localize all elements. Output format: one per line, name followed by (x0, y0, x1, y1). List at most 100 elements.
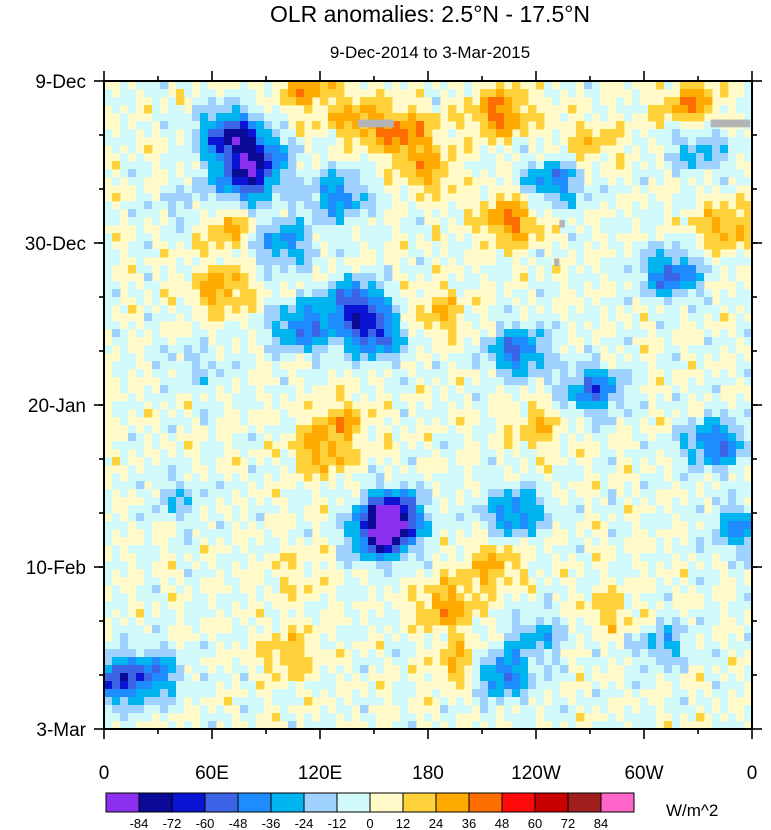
heatmap-cell (552, 473, 561, 482)
heatmap-cell (360, 193, 369, 202)
heatmap-cell (496, 561, 505, 570)
heatmap-cell (152, 649, 161, 658)
heatmap-cell (304, 537, 313, 546)
heatmap-cell (456, 705, 465, 714)
heatmap-cell (688, 513, 697, 522)
heatmap-cell (312, 601, 321, 610)
heatmap-cell (280, 185, 289, 194)
heatmap-cell (632, 97, 641, 106)
heatmap-cell (488, 721, 497, 730)
heatmap-cell (112, 289, 121, 298)
heatmap-cell (584, 273, 593, 282)
heatmap-cell (288, 681, 297, 690)
heatmap-cell (312, 257, 321, 266)
heatmap-cell (208, 305, 217, 314)
heatmap-cell (216, 561, 225, 570)
heatmap-cell (536, 361, 545, 370)
heatmap-cell (552, 641, 561, 650)
heatmap-cell (544, 609, 553, 618)
heatmap-cell (152, 369, 161, 378)
heatmap-cell (384, 105, 393, 114)
heatmap-cell (456, 473, 465, 482)
heatmap-cell (376, 193, 385, 202)
heatmap-cell (744, 369, 753, 378)
heatmap-cell (344, 361, 353, 370)
heatmap-cell (336, 225, 345, 234)
heatmap-cell (136, 585, 145, 594)
heatmap-cell (736, 193, 745, 202)
heatmap-cell (576, 201, 585, 210)
heatmap-cell (192, 657, 201, 666)
heatmap-cell (384, 129, 393, 138)
heatmap-cell (672, 537, 681, 546)
heatmap-cell (624, 385, 633, 394)
heatmap-cell (528, 313, 537, 322)
heatmap-cell (312, 361, 321, 370)
heatmap-cell (664, 481, 673, 490)
heatmap-cell (616, 209, 625, 218)
heatmap-cell (552, 609, 561, 618)
heatmap-cell (592, 201, 601, 210)
heatmap-cell (272, 233, 281, 242)
heatmap-cell (416, 385, 425, 394)
heatmap-cell (520, 593, 529, 602)
heatmap-cell (336, 457, 345, 466)
heatmap-cell (344, 641, 353, 650)
heatmap-cell (640, 641, 649, 650)
heatmap-cell (576, 465, 585, 474)
heatmap-cell (272, 145, 281, 154)
heatmap-cell (504, 577, 513, 586)
heatmap-cell (368, 545, 377, 554)
heatmap-cell (680, 401, 689, 410)
heatmap-cell (584, 113, 593, 122)
heatmap-cell (728, 441, 737, 450)
heatmap-cell (712, 641, 721, 650)
heatmap-cell (536, 417, 545, 426)
heatmap-cell (104, 217, 113, 226)
heatmap-cell (272, 153, 281, 162)
heatmap-cell (520, 209, 529, 218)
heatmap-cell (376, 625, 385, 634)
heatmap-cell (368, 473, 377, 482)
heatmap-cell (272, 473, 281, 482)
heatmap-cell (504, 449, 513, 458)
heatmap-cell (736, 473, 745, 482)
heatmap-cell (272, 169, 281, 178)
heatmap-cell (544, 153, 553, 162)
heatmap-cell (384, 233, 393, 242)
heatmap-cell (240, 449, 249, 458)
heatmap-cell (600, 689, 609, 698)
heatmap-cell (312, 609, 321, 618)
heatmap-cell (400, 345, 409, 354)
heatmap-cell (552, 697, 561, 706)
heatmap-cell (720, 369, 729, 378)
missing-data-region (559, 219, 565, 228)
heatmap-cell (296, 345, 305, 354)
heatmap-cell (288, 417, 297, 426)
heatmap-cell (472, 345, 481, 354)
heatmap-cell (168, 425, 177, 434)
heatmap-cell (288, 489, 297, 498)
heatmap-cell (240, 633, 249, 642)
heatmap-cell (312, 329, 321, 338)
heatmap-cell (712, 449, 721, 458)
heatmap-cell (568, 345, 577, 354)
heatmap-cell (600, 337, 609, 346)
heatmap-cell (296, 201, 305, 210)
heatmap-cell (512, 241, 521, 250)
heatmap-cell (392, 497, 401, 506)
heatmap-cell (656, 313, 665, 322)
heatmap-cell (176, 473, 185, 482)
heatmap-cell (624, 81, 633, 90)
heatmap-cell (184, 569, 193, 578)
heatmap-cell (296, 521, 305, 530)
heatmap-cell (496, 329, 505, 338)
heatmap-cell (376, 289, 385, 298)
heatmap-cell (696, 689, 705, 698)
heatmap-cell (344, 217, 353, 226)
heatmap-cell (296, 449, 305, 458)
heatmap-cell (160, 601, 169, 610)
heatmap-cell (520, 185, 529, 194)
heatmap-cell (272, 385, 281, 394)
heatmap-cell (608, 225, 617, 234)
